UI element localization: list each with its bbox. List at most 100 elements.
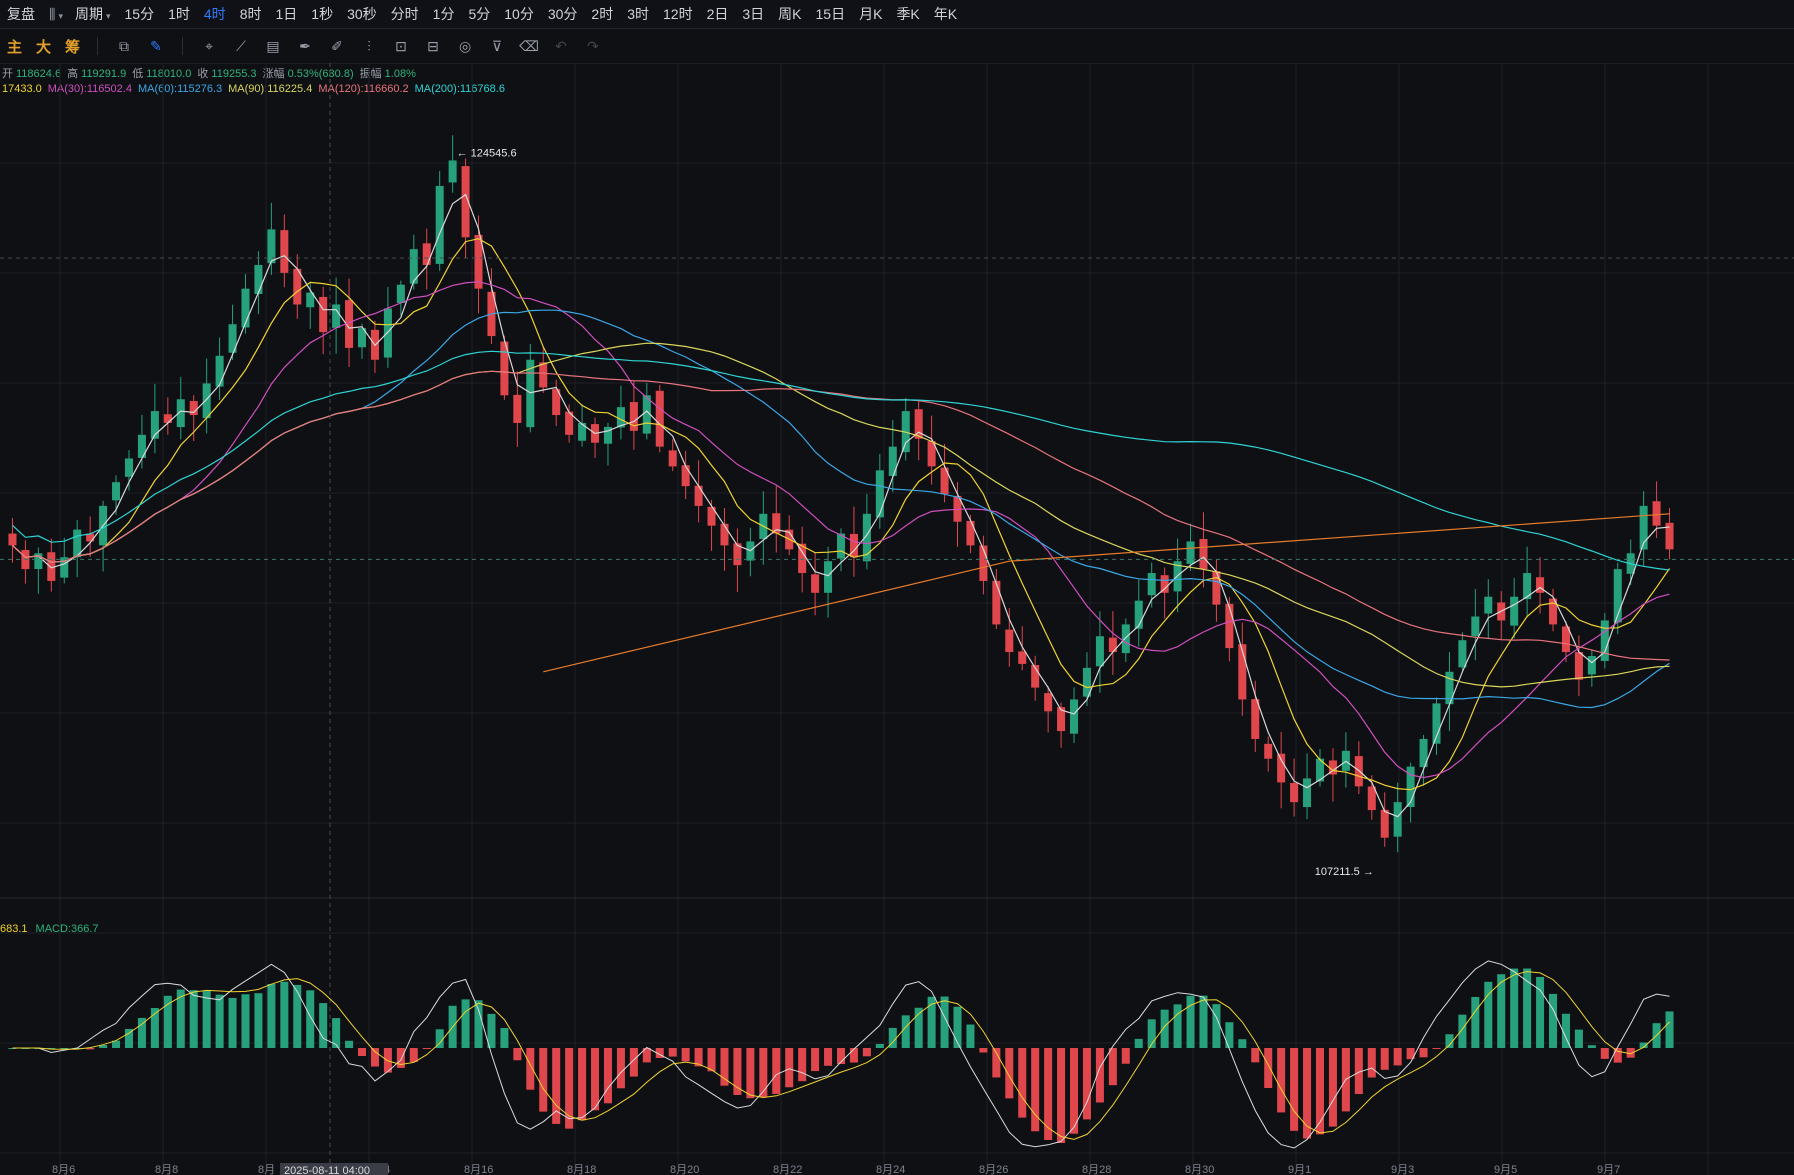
period-21[interactable]: 月K <box>852 4 889 24</box>
candle-body <box>1225 603 1234 649</box>
period-22[interactable]: 季K <box>889 4 926 24</box>
candle-body <box>1315 758 1325 782</box>
period-label: 30分 <box>547 6 578 22</box>
period-5[interactable]: 8时 <box>233 4 269 24</box>
period-2[interactable]: 15分 <box>118 4 162 24</box>
candle-body <box>1471 616 1480 637</box>
period-19[interactable]: 周K <box>771 4 808 24</box>
period-7[interactable]: 1秒 <box>304 4 340 24</box>
period-label: 15日 <box>815 6 846 22</box>
period-18[interactable]: 3日 <box>735 4 771 24</box>
period-20[interactable]: 15日 <box>809 4 853 24</box>
macd-histogram-bar <box>1561 1013 1570 1048</box>
ohlc-readout: 开 118624.6 高 119291.9 低 118010.0 收 119255.3 … <box>2 65 419 81</box>
ma-legend-item: MA(200):116768.6 <box>414 83 505 95</box>
macd-histogram-bar <box>992 1048 1001 1078</box>
period-label: 季K <box>896 6 920 22</box>
period-label: 周K <box>778 6 802 22</box>
macd-histogram-bar <box>1044 1048 1053 1140</box>
candle-body <box>461 166 470 238</box>
high-label: 高 <box>67 68 79 80</box>
trash-icon[interactable]: ⌫ <box>519 37 539 54</box>
macd-dif-line <box>12 960 1670 1149</box>
candle-body <box>1160 575 1169 593</box>
period-label: 30秒 <box>347 6 377 22</box>
period-17[interactable]: 2日 <box>700 4 736 24</box>
macd-histogram-bar <box>901 1015 910 1048</box>
macd-histogram-bar <box>1057 1048 1066 1143</box>
redo-icon[interactable]: ↷ <box>587 37 599 54</box>
period-14[interactable]: 2时 <box>584 4 620 24</box>
period-4[interactable]: 4时 <box>197 4 233 24</box>
pen-icon[interactable]: ✒ <box>299 37 311 54</box>
macd-histogram-bar <box>785 1048 794 1088</box>
period-12[interactable]: 10分 <box>497 4 541 24</box>
low-annotation: 107211.5 → <box>1315 866 1374 878</box>
drawing-toolbar: 主大筹 ⧉ ✎ ⌖ ⟋ ▤ ✒ ✐ ⫶ ⊡ ⊟ ◎ ⊽ ⌫ ↶ ↷ <box>0 29 1794 64</box>
macd-histogram-bar <box>500 1027 509 1048</box>
macd-histogram-bar <box>112 1040 121 1048</box>
note-icon[interactable]: ⊟ <box>427 37 439 54</box>
macd-histogram-bar <box>1458 1014 1467 1048</box>
macd-histogram-bar <box>552 1048 561 1124</box>
macd-histogram-bar <box>1419 1048 1428 1058</box>
macd-histogram-bar <box>1380 1048 1389 1070</box>
period-23[interactable]: 年K <box>927 4 964 24</box>
candle-body <box>1523 573 1532 600</box>
candle-body <box>60 557 69 578</box>
candle-body <box>34 553 43 570</box>
period-11[interactable]: 5分 <box>461 4 497 24</box>
macd-histogram-bar <box>629 1048 638 1077</box>
period-8[interactable]: 30秒 <box>340 4 384 24</box>
indicator-tab-2[interactable]: 筹 <box>65 38 81 56</box>
magnet-icon[interactable]: ◎ <box>458 37 472 54</box>
ma-long-orange-line <box>543 513 1670 673</box>
candle-body <box>448 160 457 183</box>
period-9[interactable]: 分时 <box>384 4 426 24</box>
macd-histogram-bar <box>862 1048 871 1057</box>
macd-histogram-bar <box>461 999 470 1048</box>
macd-histogram-bar <box>1290 1048 1299 1131</box>
macd-histogram-bar <box>1277 1048 1286 1113</box>
macd-histogram-bar <box>966 1024 975 1048</box>
undo-icon[interactable]: ↶ <box>555 37 567 54</box>
compare-icon[interactable]: ⧉ <box>119 37 130 54</box>
macd-histogram-bar <box>306 990 315 1048</box>
chart-style-icon[interactable]: ⫼ ▾ <box>49 6 63 22</box>
filter-icon[interactable]: ⊽ <box>491 37 503 54</box>
open-label: 开 <box>2 68 13 80</box>
period-0[interactable]: 复盘 <box>0 4 42 24</box>
lock-icon[interactable]: ⊡ <box>395 37 407 54</box>
period-13[interactable]: 30分 <box>541 4 585 24</box>
ruler-icon[interactable]: ▤ <box>266 37 280 54</box>
close-label: 收 <box>197 68 209 80</box>
period-1[interactable]: ⫼ ▾ 周期 ▾ <box>42 4 118 24</box>
crosshair-time-box <box>280 1163 388 1175</box>
candle-body <box>798 543 807 574</box>
brush-icon[interactable]: ✐ <box>331 37 343 54</box>
period-3[interactable]: 1时 <box>161 4 197 24</box>
cursor-icon[interactable]: ⌖ <box>205 37 213 54</box>
candle-body <box>681 465 690 487</box>
pencil-icon[interactable]: ✎ <box>150 37 162 54</box>
candle-body <box>1393 802 1402 837</box>
period-16[interactable]: 12时 <box>656 4 700 24</box>
macd-histogram-bar <box>487 1013 496 1048</box>
candle-tool-icon[interactable]: ⫶ <box>367 37 371 54</box>
x-tick-label: 9月7 <box>1597 1164 1620 1175</box>
candle-body <box>1549 598 1558 625</box>
period-10[interactable]: 1分 <box>426 4 462 24</box>
macd-histogram-bar <box>1510 968 1519 1048</box>
candle-body <box>1264 743 1273 759</box>
candle-body <box>293 268 302 305</box>
period-label: 1秒 <box>311 6 334 22</box>
period-15[interactable]: 3时 <box>620 4 656 24</box>
candle-body <box>1044 693 1053 712</box>
indicator-tab-0[interactable]: 主 <box>7 38 23 56</box>
macd-histogram-bar <box>1536 976 1545 1048</box>
amplitude-label: 振幅 <box>359 68 382 80</box>
indicator-tab-1[interactable]: 大 <box>36 38 52 56</box>
line-tool-icon[interactable]: ⟋ <box>236 37 246 54</box>
period-6[interactable]: 1日 <box>268 4 304 24</box>
